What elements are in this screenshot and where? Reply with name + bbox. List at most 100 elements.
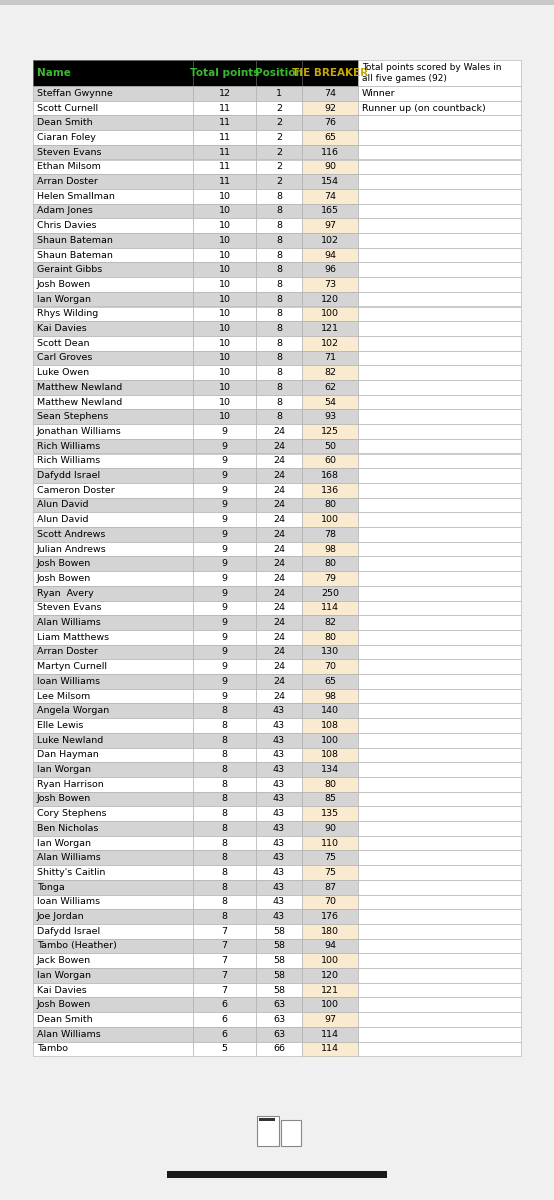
Text: 24: 24	[273, 500, 285, 510]
Text: Kai Davies: Kai Davies	[37, 324, 87, 334]
Bar	[302, 616, 358, 630]
Bar	[256, 997, 302, 1012]
Bar	[302, 968, 358, 983]
Bar	[193, 910, 256, 924]
Bar	[193, 482, 256, 498]
Text: 8: 8	[276, 251, 282, 259]
Text: 8: 8	[222, 853, 228, 863]
Text: 10: 10	[218, 368, 230, 377]
Text: 154: 154	[321, 178, 339, 186]
Text: 8: 8	[222, 809, 228, 818]
Text: 8: 8	[276, 413, 282, 421]
Text: 11: 11	[218, 119, 230, 127]
Text: 120: 120	[321, 971, 339, 980]
Bar	[33, 821, 193, 835]
Bar	[33, 983, 193, 997]
Text: 110: 110	[321, 839, 339, 847]
Text: Matthew Newland: Matthew Newland	[37, 397, 122, 407]
Bar	[358, 380, 521, 395]
Bar	[302, 395, 358, 409]
Bar	[302, 454, 358, 468]
Text: Ian Worgan: Ian Worgan	[37, 839, 91, 847]
Bar	[302, 792, 358, 806]
Bar	[302, 498, 358, 512]
Text: Total points: Total points	[190, 68, 259, 78]
Text: 87: 87	[324, 883, 336, 892]
Text: Elle Lewis: Elle Lewis	[37, 721, 83, 730]
Bar	[33, 204, 193, 218]
Bar	[256, 60, 302, 86]
Text: 100: 100	[321, 310, 339, 318]
Text: 250: 250	[321, 589, 339, 598]
Text: Alan Williams: Alan Williams	[37, 618, 101, 628]
Text: 24: 24	[273, 632, 285, 642]
Bar	[193, 306, 256, 322]
Bar	[302, 60, 358, 86]
Text: 58: 58	[273, 956, 285, 965]
Text: Name: Name	[37, 68, 71, 78]
Text: 114: 114	[321, 1030, 339, 1039]
Bar	[256, 306, 302, 322]
Bar	[33, 776, 193, 792]
Bar	[358, 395, 521, 409]
Text: 50: 50	[324, 442, 336, 451]
Text: 120: 120	[321, 295, 339, 304]
Bar	[256, 630, 302, 644]
Text: 8: 8	[222, 721, 228, 730]
Bar	[256, 806, 302, 821]
Text: 11: 11	[218, 162, 230, 172]
Text: 8: 8	[222, 736, 228, 745]
Text: Geraint Gibbs: Geraint Gibbs	[37, 265, 102, 275]
Text: 8: 8	[276, 368, 282, 377]
Text: 24: 24	[273, 604, 285, 612]
Text: 134: 134	[321, 766, 339, 774]
Text: Rich Williams: Rich Williams	[37, 442, 100, 451]
Bar	[358, 910, 521, 924]
Bar	[193, 821, 256, 835]
Bar	[256, 336, 302, 350]
Text: Dan Hayman: Dan Hayman	[37, 750, 99, 760]
Text: 8: 8	[222, 766, 228, 774]
Bar	[193, 968, 256, 983]
Text: 43: 43	[273, 766, 285, 774]
Bar	[193, 894, 256, 910]
Bar	[358, 776, 521, 792]
Text: 9: 9	[222, 632, 228, 642]
Text: 63: 63	[273, 1001, 285, 1009]
Text: 54: 54	[324, 397, 336, 407]
Text: TIE BREAKER: TIE BREAKER	[292, 68, 368, 78]
Text: 70: 70	[324, 662, 336, 671]
Text: 121: 121	[321, 324, 339, 334]
Bar	[33, 115, 193, 130]
Bar	[302, 350, 358, 365]
Bar	[256, 703, 302, 718]
Text: Carl Groves: Carl Groves	[37, 354, 93, 362]
Bar	[358, 292, 521, 306]
Bar	[256, 541, 302, 557]
Text: 11: 11	[218, 133, 230, 142]
Bar	[33, 1027, 193, 1042]
Text: 5: 5	[222, 1044, 228, 1054]
Bar	[256, 380, 302, 395]
Text: 92: 92	[324, 103, 336, 113]
Text: Cameron Doster: Cameron Doster	[37, 486, 115, 494]
Text: 8: 8	[276, 338, 282, 348]
Bar	[302, 292, 358, 306]
Text: 102: 102	[321, 338, 339, 348]
Text: 43: 43	[273, 721, 285, 730]
Text: Scott Dean: Scott Dean	[37, 338, 90, 348]
Text: 180: 180	[321, 926, 339, 936]
Text: Arran Doster: Arran Doster	[37, 178, 98, 186]
Bar	[256, 851, 302, 865]
Text: Winner: Winner	[362, 89, 396, 98]
Text: 97: 97	[324, 221, 336, 230]
Bar	[193, 630, 256, 644]
Text: 9: 9	[222, 677, 228, 686]
Bar	[256, 160, 302, 174]
Bar	[193, 1042, 256, 1056]
Text: 24: 24	[273, 677, 285, 686]
Bar	[256, 174, 302, 188]
Bar	[358, 762, 521, 776]
Text: 8: 8	[222, 912, 228, 922]
Bar	[302, 130, 358, 145]
